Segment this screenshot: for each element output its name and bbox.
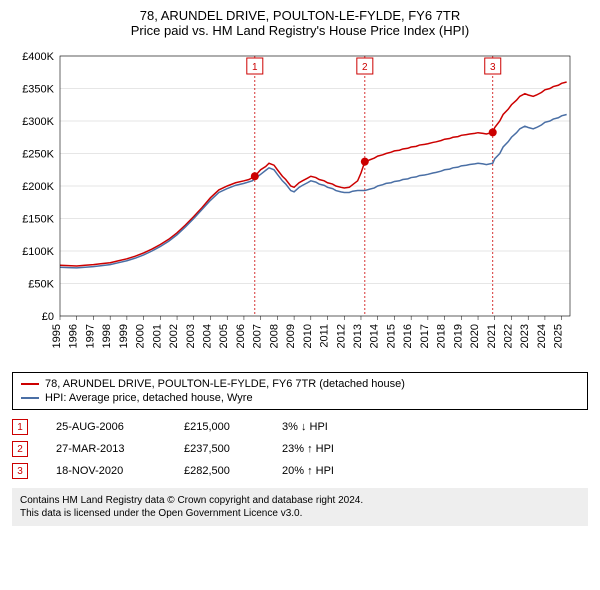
svg-text:1996: 1996 <box>68 324 80 348</box>
svg-text:2016: 2016 <box>402 324 414 348</box>
sale-date: 18-NOV-2020 <box>56 465 156 477</box>
svg-text:2014: 2014 <box>369 324 381 348</box>
title-subtitle: Price paid vs. HM Land Registry's House … <box>12 23 588 38</box>
sale-badge: 1 <box>12 419 28 435</box>
svg-text:2009: 2009 <box>285 324 297 348</box>
svg-text:£150K: £150K <box>22 214 54 226</box>
svg-text:£250K: £250K <box>22 149 54 161</box>
svg-text:2000: 2000 <box>135 324 147 348</box>
svg-text:2007: 2007 <box>252 324 264 348</box>
svg-text:2002: 2002 <box>168 324 180 348</box>
sale-badge: 2 <box>12 441 28 457</box>
footer-attribution: Contains HM Land Registry data © Crown c… <box>12 488 588 526</box>
svg-text:2004: 2004 <box>201 324 213 348</box>
svg-text:2017: 2017 <box>419 324 431 348</box>
svg-text:2025: 2025 <box>553 324 565 348</box>
svg-text:£350K: £350K <box>22 84 54 96</box>
svg-text:2012: 2012 <box>335 324 347 348</box>
legend: 78, ARUNDEL DRIVE, POULTON-LE-FYLDE, FY6… <box>12 372 588 410</box>
svg-text:£0: £0 <box>42 311 54 323</box>
sale-hpi: 23% ↑ HPI <box>282 443 372 455</box>
svg-text:1999: 1999 <box>118 324 130 348</box>
svg-text:3: 3 <box>490 62 496 73</box>
legend-label: 78, ARUNDEL DRIVE, POULTON-LE-FYLDE, FY6… <box>45 378 405 390</box>
svg-text:2008: 2008 <box>268 324 280 348</box>
svg-text:2010: 2010 <box>302 324 314 348</box>
svg-text:2018: 2018 <box>436 324 448 348</box>
svg-text:£400K: £400K <box>22 51 54 63</box>
svg-text:2020: 2020 <box>469 324 481 348</box>
sale-price: £215,000 <box>184 421 254 433</box>
sale-date: 25-AUG-2006 <box>56 421 156 433</box>
sale-badge: 3 <box>12 463 28 479</box>
legend-swatch <box>21 397 39 399</box>
sale-row: 2 27-MAR-2013 £237,500 23% ↑ HPI <box>12 438 588 460</box>
svg-text:2021: 2021 <box>486 324 498 348</box>
sale-price: £282,500 <box>184 465 254 477</box>
legend-label: HPI: Average price, detached house, Wyre <box>45 392 253 404</box>
footer-line: Contains HM Land Registry data © Crown c… <box>20 494 580 507</box>
svg-text:£200K: £200K <box>22 181 54 193</box>
svg-text:£50K: £50K <box>28 279 54 291</box>
svg-text:2011: 2011 <box>319 324 331 348</box>
legend-item: HPI: Average price, detached house, Wyre <box>21 391 579 405</box>
sale-row: 1 25-AUG-2006 £215,000 3% ↓ HPI <box>12 416 588 438</box>
chart-container: 78, ARUNDEL DRIVE, POULTON-LE-FYLDE, FY6… <box>0 0 600 534</box>
svg-text:1997: 1997 <box>84 324 96 348</box>
svg-text:2006: 2006 <box>235 324 247 348</box>
sales-table: 1 25-AUG-2006 £215,000 3% ↓ HPI 2 27-MAR… <box>12 416 588 482</box>
title-block: 78, ARUNDEL DRIVE, POULTON-LE-FYLDE, FY6… <box>12 8 588 38</box>
svg-text:1995: 1995 <box>51 324 63 348</box>
legend-item: 78, ARUNDEL DRIVE, POULTON-LE-FYLDE, FY6… <box>21 377 579 391</box>
svg-text:2015: 2015 <box>385 324 397 348</box>
svg-text:2013: 2013 <box>352 324 364 348</box>
legend-swatch <box>21 383 39 385</box>
svg-text:2019: 2019 <box>452 324 464 348</box>
svg-text:2005: 2005 <box>218 324 230 348</box>
sale-row: 3 18-NOV-2020 £282,500 20% ↑ HPI <box>12 460 588 482</box>
sale-price: £237,500 <box>184 443 254 455</box>
svg-text:2024: 2024 <box>536 324 548 348</box>
svg-text:£300K: £300K <box>22 116 54 128</box>
svg-text:1: 1 <box>252 62 258 73</box>
svg-text:2: 2 <box>362 62 368 73</box>
svg-text:2001: 2001 <box>151 324 163 348</box>
svg-text:2023: 2023 <box>519 324 531 348</box>
line-chart: £0 £50K £100K £150K £200K £250K £300K £350K £400… <box>12 46 588 366</box>
svg-text:£100K: £100K <box>22 246 54 258</box>
sale-hpi: 20% ↑ HPI <box>282 465 372 477</box>
svg-text:2003: 2003 <box>185 324 197 348</box>
sale-date: 27-MAR-2013 <box>56 443 156 455</box>
sale-hpi: 3% ↓ HPI <box>282 421 372 433</box>
svg-text:1998: 1998 <box>101 324 113 348</box>
chart-svg: £0 £50K £100K £150K £200K £250K £300K £350K £400… <box>12 46 582 366</box>
footer-line: This data is licensed under the Open Gov… <box>20 507 580 520</box>
svg-text:2022: 2022 <box>502 324 514 348</box>
title-address: 78, ARUNDEL DRIVE, POULTON-LE-FYLDE, FY6… <box>12 8 588 23</box>
